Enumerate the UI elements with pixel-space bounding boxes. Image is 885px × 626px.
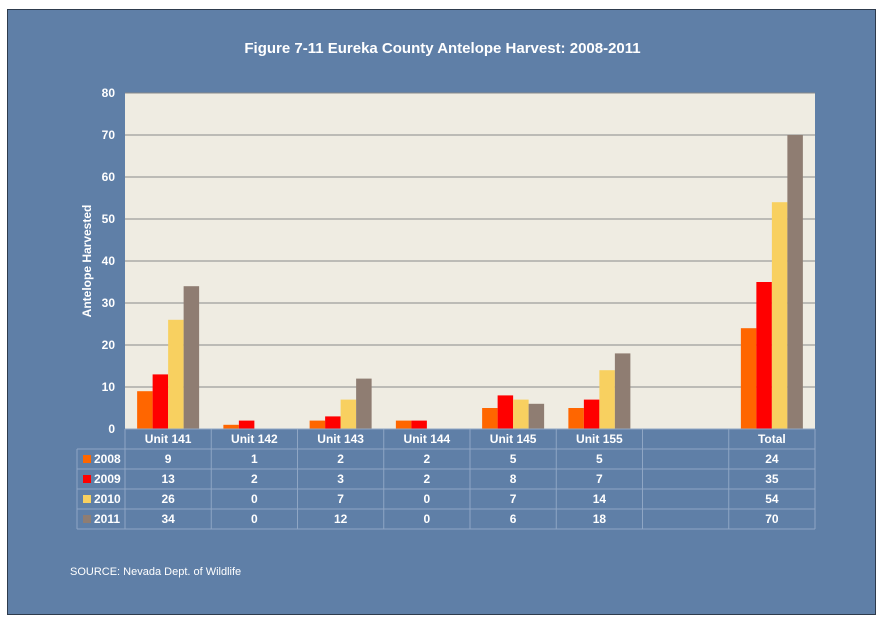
bar-2009 xyxy=(238,420,255,429)
bar-2011 xyxy=(528,403,545,429)
bar-2009 xyxy=(497,395,514,429)
legend-label: 2008 xyxy=(94,452,121,466)
category-label: Unit 142 xyxy=(231,432,278,446)
bar-2008 xyxy=(309,420,326,429)
bar-2009 xyxy=(152,374,169,429)
bar-2009 xyxy=(583,399,600,429)
data-label: 2 xyxy=(251,472,258,486)
data-label: 34 xyxy=(161,512,175,526)
data-label: 5 xyxy=(596,452,603,466)
y-tick-label: 40 xyxy=(102,254,116,268)
bar-2009 xyxy=(325,416,341,429)
bar-2010 xyxy=(168,319,184,429)
legend-label: 2009 xyxy=(94,472,121,486)
category-label: Unit 141 xyxy=(145,432,192,446)
data-label: 2 xyxy=(337,452,344,466)
data-label: 2 xyxy=(424,452,431,466)
bar-2008 xyxy=(223,424,239,429)
legend-swatch xyxy=(83,515,91,523)
bar-2011 xyxy=(787,135,803,429)
bar-2008 xyxy=(137,391,153,429)
legend-label: 2010 xyxy=(94,492,121,506)
y-tick-label: 80 xyxy=(102,86,116,100)
bar-2009 xyxy=(411,420,427,429)
category-label: Total xyxy=(758,432,786,446)
bar-2010 xyxy=(340,399,357,429)
data-label: 0 xyxy=(251,512,258,526)
data-label: 14 xyxy=(593,492,607,506)
data-label: 6 xyxy=(510,512,517,526)
bar-2011 xyxy=(614,353,631,429)
y-tick-label: 10 xyxy=(102,380,116,394)
legend-swatch xyxy=(83,475,91,483)
data-label: 18 xyxy=(593,512,607,526)
data-label: 7 xyxy=(596,472,603,486)
bar-2010 xyxy=(599,370,615,429)
y-tick-label: 0 xyxy=(108,422,115,436)
y-tick-label: 30 xyxy=(102,296,116,310)
data-label: 5 xyxy=(510,452,517,466)
data-label: 0 xyxy=(424,492,431,506)
legend-swatch xyxy=(83,495,91,503)
data-label: 54 xyxy=(765,492,779,506)
bar-2009 xyxy=(756,282,772,429)
category-label: Unit 155 xyxy=(576,432,623,446)
category-label: Unit 144 xyxy=(404,432,451,446)
bar-2010 xyxy=(771,202,788,429)
y-tick-label: 60 xyxy=(102,170,116,184)
y-axis-label: Antelope Harvested xyxy=(80,205,94,318)
bar-2011 xyxy=(356,378,372,429)
bar-2008 xyxy=(568,408,584,429)
data-label: 1 xyxy=(251,452,258,466)
y-tick-label: 50 xyxy=(102,212,116,226)
y-tick-label: 20 xyxy=(102,338,116,352)
data-label: 35 xyxy=(765,472,779,486)
legend-swatch xyxy=(83,455,91,463)
bar-2011 xyxy=(183,286,200,429)
data-label: 13 xyxy=(161,472,175,486)
data-label: 26 xyxy=(161,492,175,506)
bar-2008 xyxy=(740,328,757,429)
chart-title: Figure 7-11 Eureka County Antelope Harve… xyxy=(244,40,641,57)
y-tick-label: 70 xyxy=(102,128,116,142)
bar-2008 xyxy=(395,420,412,429)
data-label: 7 xyxy=(510,492,517,506)
data-label: 9 xyxy=(165,452,172,466)
category-label: Unit 145 xyxy=(490,432,537,446)
category-label: Unit 143 xyxy=(317,432,364,446)
bar-2010 xyxy=(513,399,529,429)
data-label: 7 xyxy=(337,492,344,506)
data-label: 0 xyxy=(424,512,431,526)
source-note: SOURCE: Nevada Dept. of Wildlife xyxy=(70,566,242,578)
bar-2008 xyxy=(482,408,498,429)
data-label: 3 xyxy=(337,472,344,486)
data-label: 24 xyxy=(765,452,779,466)
data-label: 8 xyxy=(510,472,517,486)
data-label: 12 xyxy=(334,512,348,526)
data-label: 70 xyxy=(765,512,779,526)
legend-label: 2011 xyxy=(94,512,120,526)
data-label: 2 xyxy=(424,472,431,486)
data-label: 0 xyxy=(251,492,258,506)
